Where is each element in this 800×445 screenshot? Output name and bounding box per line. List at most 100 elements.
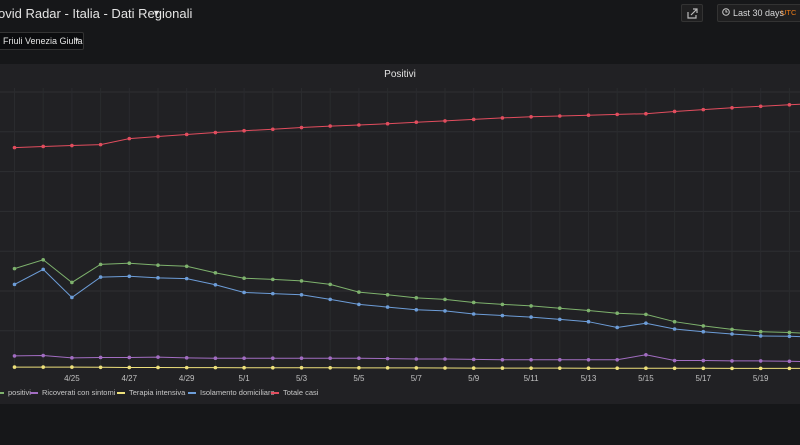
- series-line-isolamento-domiciliare: [14, 268, 800, 338]
- data-point: [12, 365, 17, 369]
- data-point: [41, 365, 45, 369]
- data-point: [586, 308, 591, 313]
- data-point: [98, 365, 103, 370]
- data-point: [70, 356, 74, 360]
- legend-item-isolamento[interactable]: Isolamento domiciliare: [188, 388, 275, 397]
- data-point: [385, 121, 390, 126]
- timezone-label: UTC: [781, 8, 797, 17]
- data-point: [156, 355, 160, 359]
- data-point: [471, 357, 476, 362]
- data-point: [414, 307, 419, 312]
- data-point: [414, 357, 419, 361]
- legend-item-ricoverati[interactable]: Ricoverati con sintomi: [30, 388, 115, 397]
- data-point: [271, 356, 275, 361]
- data-point: [701, 324, 706, 328]
- top-bar: ovid Radar - Italia - Dati Regionali ▾ L…: [0, 0, 800, 28]
- data-point: [730, 105, 734, 110]
- data-point: [443, 297, 447, 302]
- positivi-chart[interactable]: 4/25 4/27 4/29 5/1 5/3 5/5 5/7 5/9 5/11 5/13 5/15 5…: [0, 64, 800, 404]
- data-point: [271, 277, 275, 282]
- data-point: [328, 124, 333, 128]
- series-line-positivi: [14, 259, 800, 334]
- region-select-value: Friuli Venezia Giulia: [3, 36, 83, 46]
- legend-item-totale[interactable]: Totale casi: [271, 388, 318, 397]
- data-point: [70, 280, 74, 285]
- x-tick-label: 4/25: [64, 374, 80, 383]
- data-point: [213, 365, 218, 370]
- caret-down-icon: ▾: [75, 37, 79, 44]
- data-point: [500, 357, 505, 362]
- data-point: [127, 365, 132, 370]
- data-point: [184, 365, 189, 370]
- panel-title[interactable]: Positivi: [384, 69, 416, 80]
- data-point: [672, 319, 677, 324]
- x-tick-label: 5/1: [239, 374, 251, 383]
- data-point: [385, 305, 390, 309]
- data-point: [615, 112, 619, 117]
- data-point: [184, 276, 189, 281]
- data-point: [213, 282, 218, 287]
- legend-swatch: [188, 392, 196, 395]
- data-point: [529, 366, 533, 370]
- data-point: [98, 275, 103, 279]
- data-point: [443, 366, 447, 370]
- data-point: [242, 276, 246, 281]
- data-point: [701, 107, 706, 112]
- data-point: [730, 332, 734, 336]
- data-point: [758, 104, 763, 109]
- x-tick-label: 5/5: [353, 374, 365, 383]
- data-point: [414, 120, 419, 125]
- data-point: [328, 365, 333, 370]
- data-point: [701, 366, 706, 371]
- data-point: [385, 356, 390, 361]
- data-point: [500, 313, 505, 318]
- data-point: [156, 276, 160, 280]
- data-point: [41, 353, 45, 358]
- data-point: [357, 123, 361, 127]
- data-point: [586, 366, 591, 371]
- data-point: [471, 312, 476, 316]
- time-range-picker[interactable]: Last 30 days UTC: [717, 4, 800, 22]
- data-point: [385, 366, 390, 370]
- time-range-label: Last 30 days: [733, 8, 785, 18]
- data-point: [156, 263, 160, 267]
- data-point: [586, 113, 591, 118]
- data-point: [730, 359, 734, 363]
- dashboard-title[interactable]: ovid Radar - Italia - Dati Regionali: [0, 6, 193, 21]
- data-point: [242, 128, 246, 133]
- data-point: [529, 357, 533, 362]
- legend-item-terapia[interactable]: Terapia intensiva: [117, 388, 185, 397]
- series-line-terapia-intensiva: [14, 366, 800, 369]
- data-point: [644, 366, 648, 371]
- data-point: [529, 114, 533, 119]
- share-button[interactable]: [681, 4, 703, 22]
- data-point: [242, 356, 246, 361]
- data-point: [500, 302, 505, 307]
- data-point: [586, 319, 591, 324]
- legend-swatch: [0, 392, 4, 395]
- data-point: [328, 282, 333, 287]
- region-select[interactable]: Friuli Venezia Giulia ▾: [0, 32, 84, 50]
- data-point: [127, 355, 132, 360]
- data-point: [12, 354, 17, 358]
- data-point: [184, 356, 189, 360]
- data-point: [787, 102, 792, 107]
- data-point: [471, 366, 476, 370]
- data-point: [98, 142, 103, 147]
- legend-item-positivi[interactable]: positivi: [0, 388, 31, 397]
- x-tick-label: 5/19: [753, 374, 769, 383]
- chevron-down-icon[interactable]: ▾: [154, 8, 160, 19]
- legend-swatch: [117, 392, 125, 395]
- data-point: [414, 296, 419, 300]
- data-point: [156, 365, 160, 370]
- data-point: [758, 366, 763, 371]
- data-point: [644, 312, 648, 317]
- data-point: [414, 366, 419, 370]
- data-point: [471, 300, 476, 305]
- legend-swatch: [30, 392, 38, 395]
- series-line-totale-casi: [14, 103, 800, 149]
- data-point: [558, 317, 562, 322]
- data-point: [242, 365, 246, 370]
- clock-icon: [722, 8, 730, 18]
- data-point: [127, 274, 132, 279]
